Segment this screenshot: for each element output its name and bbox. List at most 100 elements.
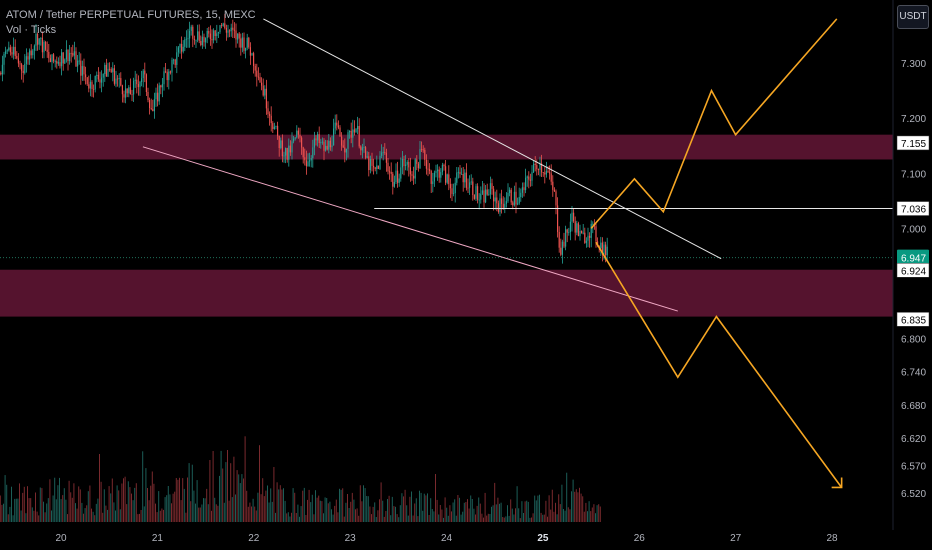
- volume-bar: [182, 478, 184, 522]
- candle-body: [473, 195, 475, 199]
- candle-body: [30, 50, 32, 56]
- volume-bar: [70, 492, 72, 522]
- volume-bar: [438, 514, 440, 522]
- candle-body: [477, 186, 479, 200]
- candle-body: [128, 87, 130, 94]
- volume-bar: [39, 487, 41, 522]
- volume-bar: [100, 481, 102, 522]
- candle-body: [520, 192, 522, 197]
- volume-bar: [299, 516, 300, 522]
- volume-bar: [63, 488, 65, 522]
- candle-body: [5, 51, 7, 54]
- price-tick-label: 7.200: [901, 114, 926, 125]
- candle-body: [390, 172, 392, 174]
- candle-body: [261, 82, 263, 86]
- candle-body: [248, 37, 250, 48]
- volume-bar: [275, 512, 276, 522]
- volume-bar: [131, 493, 132, 522]
- candle-body: [241, 37, 243, 48]
- candle-body: [206, 31, 208, 39]
- currency-button[interactable]: USDT: [897, 5, 929, 29]
- volume-bar: [486, 515, 488, 522]
- candle-body: [341, 136, 343, 146]
- volume-bar: [382, 500, 384, 522]
- candle-body: [136, 79, 138, 85]
- time-tick-label: 28: [826, 533, 838, 544]
- volume-bar: [417, 516, 419, 522]
- volume-bar: [268, 502, 270, 522]
- symbol-title[interactable]: ATOM / Tether PERPETUAL FUTURES, 15, MEX…: [6, 9, 256, 21]
- volume-bar: [427, 493, 428, 522]
- price-level-badge: [896, 312, 930, 327]
- chart-legend: ATOM / Tether PERPETUAL FUTURES, 15, MEX…: [6, 8, 256, 38]
- candle-body: [414, 159, 416, 179]
- volume-bar: [259, 445, 260, 522]
- volume-bar: [582, 496, 584, 522]
- candle-body: [214, 30, 216, 36]
- candle-body: [11, 52, 13, 55]
- candle-body: [475, 186, 477, 199]
- candle-body: [73, 51, 75, 56]
- candle-body: [581, 231, 583, 234]
- volume-bar: [33, 510, 35, 522]
- candle-body: [160, 85, 162, 88]
- time-tick-label: 21: [152, 533, 164, 544]
- volume-bar: [513, 514, 515, 522]
- volume-bar: [273, 467, 275, 522]
- volume-bar: [195, 503, 196, 522]
- candle-body: [323, 141, 325, 151]
- candle-body: [502, 203, 504, 208]
- volume-bar: [447, 515, 449, 522]
- candle-body: [512, 202, 514, 206]
- candle-body: [150, 108, 152, 110]
- candle-body: [184, 39, 186, 47]
- volume-bar: [199, 507, 201, 522]
- candle-body: [350, 130, 352, 138]
- volume-bar: [220, 450, 222, 522]
- volume-bar: [575, 489, 577, 522]
- candle-body: [534, 163, 536, 165]
- volume-bar: [46, 503, 48, 522]
- candle-body: [117, 78, 119, 80]
- volume-bar: [84, 508, 86, 522]
- candle-body: [77, 60, 79, 67]
- volume-bar: [12, 515, 14, 522]
- volume-indicator-label[interactable]: Vol · Ticks: [6, 24, 57, 36]
- volume-bar: [190, 501, 192, 522]
- candle-body: [342, 145, 344, 148]
- volume-bar: [359, 485, 361, 522]
- volume-bar: [467, 499, 468, 522]
- volume-bar: [374, 502, 376, 522]
- volume-bar: [267, 485, 268, 522]
- candle-body: [550, 173, 552, 182]
- volume-bar: [441, 509, 443, 522]
- candle-body: [448, 174, 450, 185]
- candle-body: [395, 170, 397, 182]
- candle-body: [29, 50, 31, 60]
- volume-bar: [379, 499, 380, 522]
- volume-bar: [345, 502, 347, 522]
- volume-bar: [401, 493, 403, 522]
- volume-bar: [428, 515, 430, 522]
- candle-body: [603, 244, 605, 255]
- volume-bar: [516, 486, 518, 522]
- volume-bar: [511, 508, 513, 522]
- volume-bar: [348, 508, 350, 522]
- volume-bar: [227, 450, 228, 522]
- candle-body: [65, 49, 67, 60]
- candle-body: [17, 58, 19, 64]
- candle-body: [379, 155, 381, 169]
- candle-body: [355, 129, 357, 133]
- candle-body: [102, 74, 104, 78]
- volume-bar: [291, 512, 292, 522]
- volume-bar: [127, 481, 129, 522]
- volume-bar: [260, 494, 262, 522]
- trendline-1: [263, 18, 722, 260]
- candle-body: [374, 167, 376, 169]
- candle-body: [161, 84, 163, 88]
- volume-bar: [265, 490, 267, 522]
- candle-body: [373, 165, 375, 168]
- bear-projection-arrowhead: [831, 477, 843, 489]
- candle-body: [486, 189, 488, 195]
